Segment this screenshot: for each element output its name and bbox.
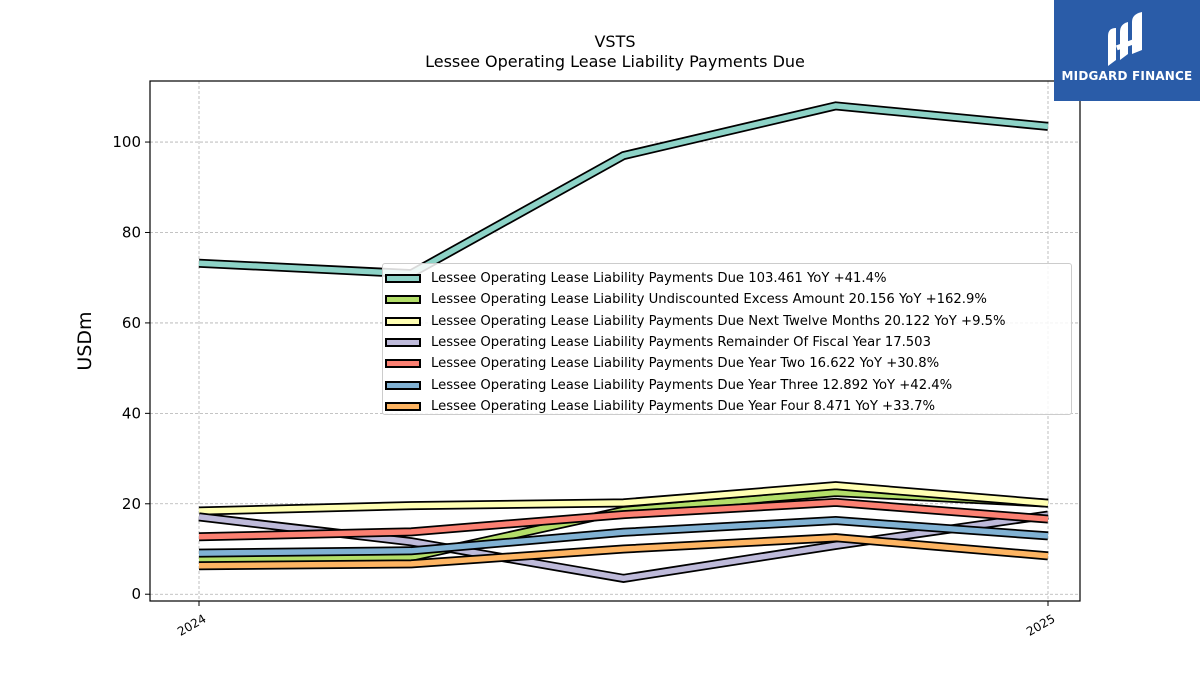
y-tick-label: 100 xyxy=(112,133,141,151)
legend: Lessee Operating Lease Liability Payment… xyxy=(382,263,1072,415)
legend-item: Lessee Operating Lease Liability Payment… xyxy=(383,311,1071,332)
legend-label: Lessee Operating Lease Liability Payment… xyxy=(431,377,953,393)
legend-item: Lessee Operating Lease Liability Payment… xyxy=(383,353,1071,374)
y-tick-label: 60 xyxy=(122,314,141,332)
x-tick-label: 2024 xyxy=(175,611,208,638)
series-line xyxy=(198,497,1049,542)
legend-swatch xyxy=(385,316,421,326)
legend-swatch xyxy=(385,295,421,305)
series-outline xyxy=(198,101,1049,279)
y-tick-label: 20 xyxy=(122,495,141,513)
series-line xyxy=(198,481,1049,516)
legend-label: Lessee Operating Lease Liability Payment… xyxy=(431,335,931,351)
series-line xyxy=(198,101,1049,279)
y-axis-label: USDm xyxy=(74,311,96,370)
legend-label: Lessee Operating Lease Liability Payment… xyxy=(431,398,936,414)
logo-text: MIDGARD FINANCE xyxy=(1061,69,1193,83)
series-line xyxy=(198,533,1049,571)
series-fill xyxy=(198,517,1049,556)
legend-swatch xyxy=(385,380,421,390)
y-tick-label: 40 xyxy=(122,404,141,422)
series-fill xyxy=(198,499,1049,540)
logo-mark-icon xyxy=(1108,12,1142,66)
brand-logo: MIDGARD FINANCE xyxy=(1054,0,1200,101)
x-tick-label: 2025 xyxy=(1024,611,1057,638)
legend-label: Lessee Operating Lease Liability Payment… xyxy=(431,313,1006,329)
series-fill xyxy=(198,482,1049,514)
legend-swatch xyxy=(385,274,421,284)
legend-label: Lessee Operating Lease Liability Payment… xyxy=(431,356,940,372)
series-fill xyxy=(198,103,1049,277)
chart-title: VSTS xyxy=(594,32,636,51)
legend-item: Lessee Operating Lease Liability Payment… xyxy=(383,374,1071,395)
y-tick-label: 80 xyxy=(122,223,141,241)
chart-subtitle: Lessee Operating Lease Liability Payment… xyxy=(425,52,805,71)
legend-swatch xyxy=(385,338,421,348)
legend-item: Lessee Operating Lease Liability Payment… xyxy=(383,396,1071,417)
legend-label: Lessee Operating Lease Liability Payment… xyxy=(431,271,887,287)
plot-frame xyxy=(149,80,1081,602)
legend-item: Lessee Operating Lease Liability Undisco… xyxy=(383,289,1071,310)
legend-swatch xyxy=(385,359,421,369)
series-line xyxy=(198,516,1049,558)
legend-swatch xyxy=(385,401,421,411)
legend-item: Lessee Operating Lease Liability Payment… xyxy=(383,332,1071,353)
series-lines xyxy=(198,101,1049,583)
series-fill xyxy=(198,534,1049,569)
legend-item: Lessee Operating Lease Liability Payment… xyxy=(383,268,1071,289)
y-tick-label: 0 xyxy=(131,585,141,603)
legend-label: Lessee Operating Lease Liability Undisco… xyxy=(431,292,987,308)
